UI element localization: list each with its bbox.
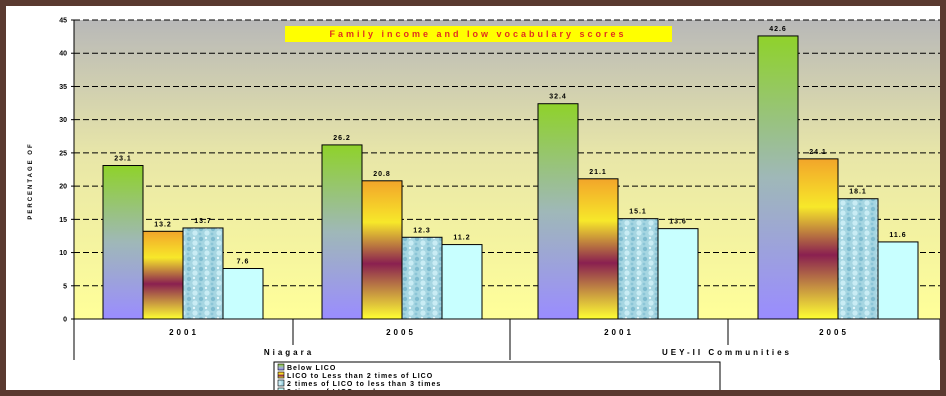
data-label: 13.7	[194, 218, 212, 225]
y-tick-label: 30	[59, 117, 67, 124]
bar	[142, 230, 184, 320]
bar	[537, 103, 579, 320]
bar	[657, 228, 699, 320]
y-tick-label: 15	[59, 217, 67, 224]
bar	[222, 268, 264, 320]
bar	[757, 35, 799, 320]
legend-swatch	[277, 387, 285, 390]
data-label: 32.4	[549, 94, 567, 101]
y-tick-label: 40	[59, 51, 67, 58]
bar	[797, 158, 839, 320]
chart-title-box	[285, 26, 672, 42]
data-label: 7.6	[237, 259, 250, 266]
data-label: 13.2	[154, 221, 172, 228]
data-label: 15.1	[629, 209, 647, 216]
data-label: 13.6	[669, 219, 687, 226]
bar	[321, 144, 363, 320]
y-tick-label: 5	[63, 283, 67, 290]
y-tick-label: 35	[59, 84, 67, 91]
data-label: 11.2	[453, 235, 470, 242]
legend-swatch	[277, 371, 285, 379]
data-label: 23.1	[114, 156, 132, 163]
bar-chart: 0 5 10 15 20 25 30 35 40 45 PERCENTAGE OF Family …	[28, 18, 940, 390]
bar	[617, 218, 659, 320]
y-tick-label: 10	[59, 250, 67, 257]
legend-entry: LICO to Less than 2 times of LICO	[287, 373, 433, 380]
chart-frame: 0 5 10 15 20 25 30 35 40 45 PERCENTAGE OF Family …	[6, 6, 940, 390]
x-group-label: Niagara	[264, 348, 314, 357]
data-label: 21.1	[589, 169, 607, 176]
legend-swatch	[277, 379, 285, 387]
chart-title: Family income and low vocabulary scores	[329, 29, 626, 39]
data-label: 26.2	[333, 135, 351, 142]
x-category-label: 2005	[819, 328, 849, 337]
x-group-label: UEY-II Communities	[662, 348, 792, 357]
bar	[401, 236, 443, 320]
bar	[877, 241, 919, 320]
y-tick-label: 0	[63, 317, 67, 324]
legend-entry: 3 times of LICO or above	[287, 389, 393, 390]
bar	[441, 244, 483, 320]
bars	[102, 35, 919, 320]
bar	[577, 178, 619, 320]
data-label: 18.1	[849, 189, 867, 196]
x-category-label: 2001	[169, 328, 199, 337]
y-axis: 0 5 10 15 20 25 30 35 40 45	[59, 18, 75, 324]
x-category-label: 2001	[604, 328, 634, 337]
data-label: 24.1	[809, 149, 827, 156]
y-tick-label: 25	[59, 150, 67, 157]
legend-entry: Below LICO	[287, 365, 336, 372]
legend-box	[273, 361, 721, 390]
data-labels: 23.1 26.2 32.4 42.6 13.2 20.8 21.1 24.1 13.7 12.3…	[114, 26, 906, 266]
y-tick-label: 20	[59, 184, 67, 191]
legend-entry: 2 times of LICO to less than 3 times	[287, 381, 441, 388]
data-label: 11.6	[889, 232, 906, 239]
bar	[102, 165, 144, 320]
data-label: 42.6	[769, 26, 787, 33]
legend-swatch	[277, 363, 285, 371]
bar	[361, 180, 403, 320]
y-axis-label: PERCENTAGE OF	[28, 142, 34, 219]
data-label: 12.3	[413, 227, 431, 234]
data-label: 20.8	[373, 171, 391, 178]
bar	[837, 198, 879, 320]
x-axis-table: 2001 2005 2001 2005 Niagara UEY-II Communitie…	[73, 318, 940, 360]
bar	[182, 227, 224, 320]
y-tick-label: 45	[59, 18, 67, 25]
x-category-label: 2005	[386, 328, 416, 337]
